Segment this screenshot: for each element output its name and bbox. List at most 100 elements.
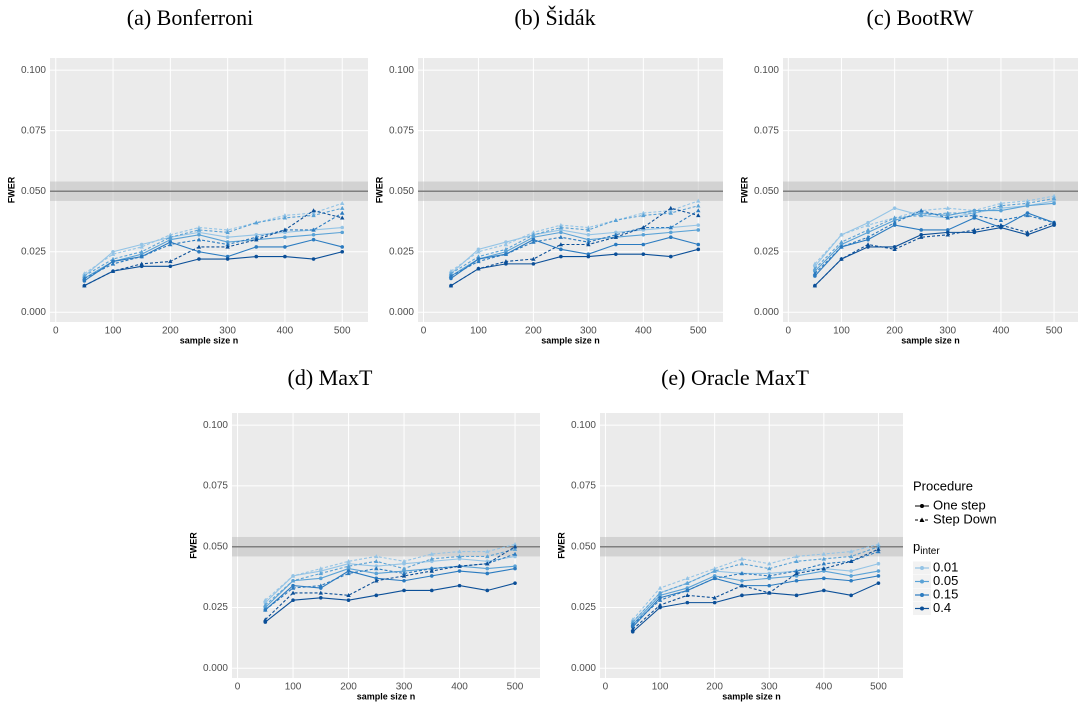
point (668, 225, 673, 230)
legend-label: 0.05 (933, 573, 958, 588)
point (401, 566, 407, 571)
point (374, 571, 379, 576)
series-line (264, 582, 516, 623)
point (225, 240, 230, 244)
point (374, 593, 379, 598)
point (614, 252, 618, 256)
point (346, 598, 351, 603)
point (739, 583, 745, 588)
panel-background (600, 413, 903, 678)
series-line (264, 565, 516, 608)
point (999, 208, 1003, 213)
point (919, 228, 923, 232)
point (1051, 196, 1057, 201)
point (254, 234, 259, 239)
point (821, 566, 827, 571)
x-tick-label: 400 (277, 326, 294, 337)
panel-title: (b) Šidák (514, 5, 595, 30)
point (822, 576, 826, 581)
point (513, 581, 517, 585)
point (283, 235, 287, 240)
point (848, 554, 854, 559)
x-tick-label: 500 (870, 682, 887, 693)
point (254, 220, 259, 225)
point (531, 239, 536, 244)
point (558, 242, 564, 247)
point (254, 245, 259, 249)
series-line (264, 546, 516, 621)
point (402, 578, 406, 583)
legend-key-point (920, 593, 924, 597)
point (641, 210, 646, 215)
point (311, 257, 316, 261)
point (531, 262, 536, 266)
y-tick-label: 0.075 (21, 125, 46, 136)
point (559, 254, 563, 259)
point (457, 554, 462, 559)
point (630, 627, 635, 632)
point (197, 257, 201, 261)
x-tick-label: 200 (162, 326, 179, 337)
y-tick-label: 0.050 (754, 186, 779, 197)
point (168, 242, 173, 247)
legend-label: One step (933, 497, 986, 512)
point (866, 220, 870, 225)
legend-key-point (920, 504, 924, 508)
x-axis-label: sample size n (357, 691, 416, 701)
y-tick-label: 0.100 (389, 65, 414, 76)
point (668, 230, 673, 235)
x-tick-label: 400 (815, 682, 832, 693)
point (1025, 230, 1030, 235)
point (739, 556, 745, 561)
point (196, 227, 202, 232)
point (668, 210, 673, 215)
point (839, 256, 844, 261)
legend-label: 0.15 (933, 586, 958, 601)
point (1052, 201, 1056, 206)
x-tick-label: 500 (507, 682, 524, 693)
point (821, 556, 827, 561)
point (559, 230, 563, 235)
point (696, 223, 701, 227)
point (476, 247, 481, 252)
point (311, 233, 316, 237)
legend-title: pinter (913, 539, 940, 556)
series-line (814, 197, 1055, 270)
point (401, 573, 407, 578)
y-tick-label: 0.100 (571, 420, 596, 431)
x-tick-label: 300 (219, 326, 236, 337)
point (429, 566, 434, 571)
point (918, 213, 924, 218)
point (876, 569, 881, 573)
point (374, 576, 379, 581)
series-line (814, 212, 1055, 277)
point (485, 561, 490, 566)
point (641, 233, 646, 237)
point (340, 245, 345, 249)
y-tick-label: 0.050 (571, 541, 596, 552)
point (82, 283, 87, 288)
point (168, 264, 173, 269)
point (225, 235, 230, 240)
series-line (814, 200, 1055, 267)
point (1025, 211, 1030, 215)
point (712, 576, 717, 581)
point (503, 242, 509, 247)
point (512, 544, 518, 549)
point (429, 574, 434, 578)
series-line (632, 575, 879, 628)
point (812, 266, 818, 271)
point (586, 227, 591, 232)
point (340, 215, 345, 220)
x-tick-label: 200 (340, 682, 357, 693)
point (318, 566, 323, 571)
point (429, 568, 434, 573)
point (340, 225, 345, 230)
point (82, 273, 87, 278)
point (225, 230, 230, 235)
point (876, 544, 881, 549)
point (318, 576, 323, 581)
point (658, 595, 662, 600)
point (476, 249, 481, 254)
series-line (84, 209, 343, 287)
